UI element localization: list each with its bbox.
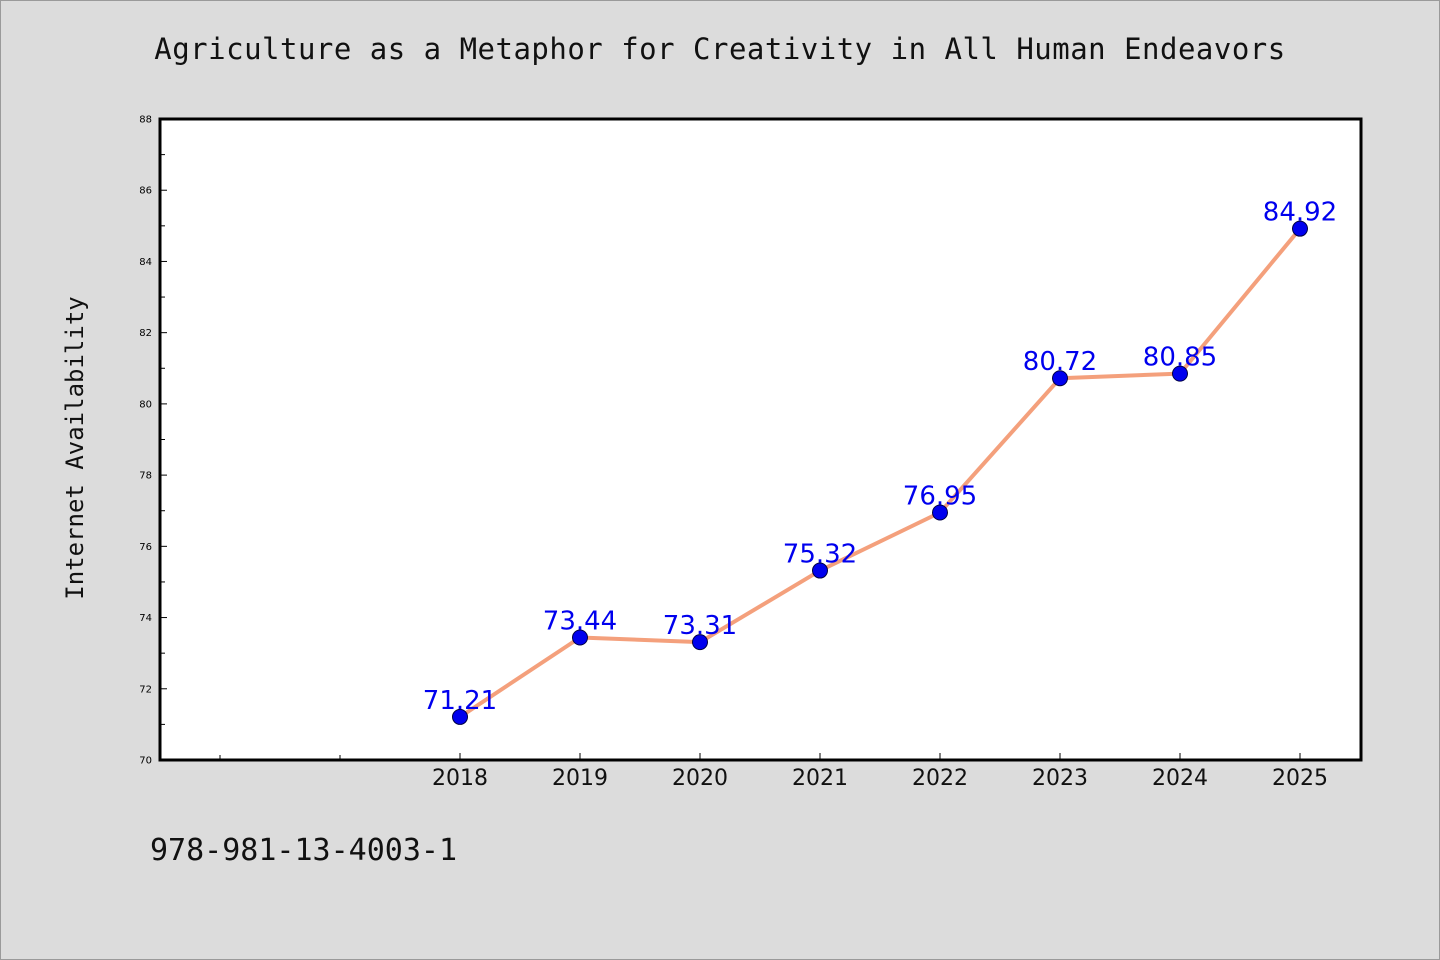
footer-code: 978-981-13-4003-1: [150, 833, 458, 868]
data-label: 75.32: [783, 540, 857, 570]
plot-area: [158, 117, 1363, 762]
data-point: [692, 634, 708, 651]
y-tick-label: 78: [139, 471, 152, 482]
data-point: [572, 629, 588, 646]
y-axis: 70 72 74 76 78 80 82 84 86 88: [139, 115, 167, 767]
x-tick-label: 2020: [672, 766, 728, 791]
data-point: [1052, 370, 1068, 387]
data-label: 80.72: [1023, 347, 1097, 377]
x-tick-label: 2021: [792, 766, 848, 791]
y-tick-label: 76: [139, 542, 152, 553]
data-label: 84.92: [1263, 198, 1337, 228]
data-label: 73.44: [543, 606, 617, 636]
data-label: 76.95: [903, 482, 977, 512]
y-tick-label: 70: [139, 756, 152, 767]
series-line: [458, 226, 1302, 719]
series: [452, 220, 1308, 725]
data-point: [812, 562, 828, 579]
x-tick-label: 2022: [912, 766, 968, 791]
data-point: [452, 708, 468, 725]
y-tick-label: 88: [139, 115, 152, 126]
data-point: [932, 504, 948, 521]
data-label: 73.31: [663, 611, 737, 641]
x-tick-label: 2019: [552, 766, 608, 791]
data-point: [1172, 365, 1188, 382]
data-label: 71.21: [423, 686, 497, 716]
y-tick-label: 84: [139, 257, 152, 268]
y-tick-label: 82: [139, 328, 152, 339]
y-tick-label: 72: [139, 684, 152, 695]
y-tick-label: 86: [139, 186, 152, 197]
y-tick-label: 80: [139, 399, 152, 410]
data-point: [1292, 220, 1308, 237]
x-tick-label: 2024: [1152, 766, 1208, 791]
x-tick-label: 2018: [432, 766, 488, 791]
x-tick-label: 2023: [1032, 766, 1088, 791]
data-labels: 71.21 73.44 73.31 75.32 76.95 80.72 80.85 84.92: [423, 198, 1337, 716]
y-tick-label: 74: [139, 613, 152, 624]
chart-title: Agriculture as a Metaphor for Creativity…: [154, 32, 1286, 66]
data-label: 80.85: [1143, 343, 1217, 373]
x-tick-label: 2025: [1272, 766, 1328, 791]
x-axis: 2018 2019 2020 2021 2022 2023 2024 2025: [219, 753, 1328, 791]
